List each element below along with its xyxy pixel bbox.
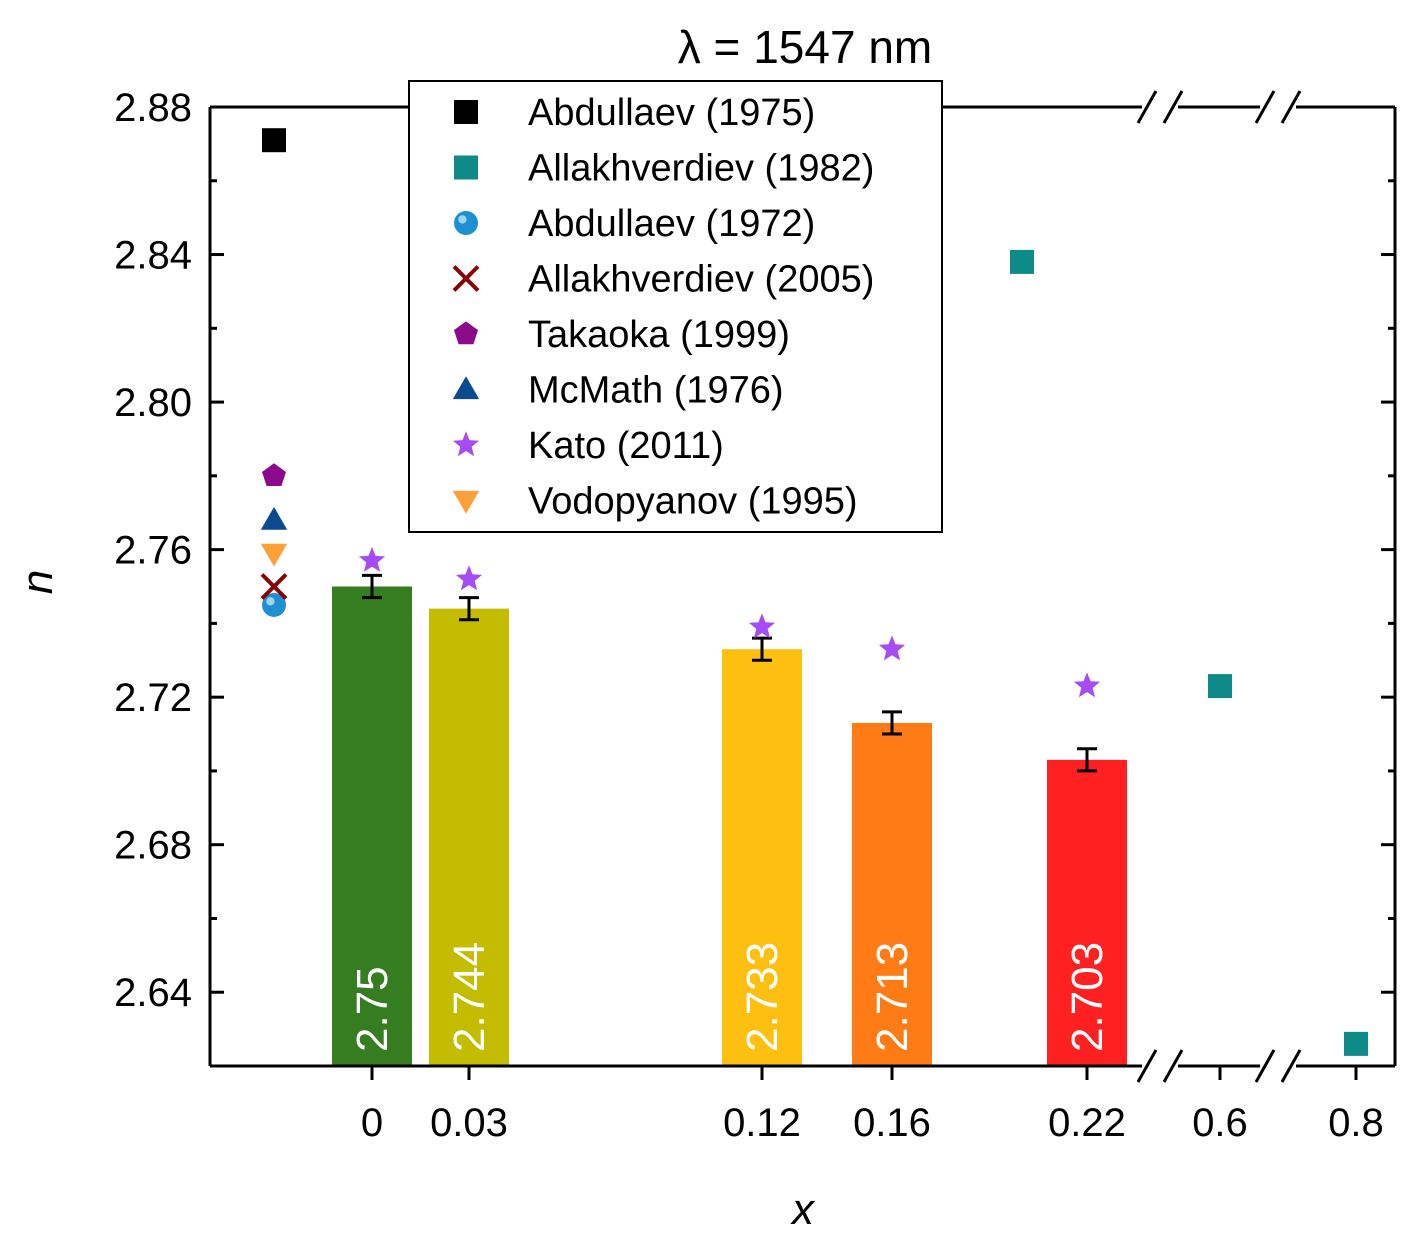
point-1-2-shape	[1344, 1031, 1368, 1056]
legend-marker-5	[452, 376, 480, 400]
axis-break-top-0b	[1162, 90, 1184, 124]
bar-1	[429, 608, 509, 1066]
point-6-2-shape	[748, 613, 776, 639]
point-4-0	[262, 463, 286, 486]
point-1-1	[1208, 674, 1232, 699]
point-6-2	[748, 613, 776, 639]
y-tick-label-4: 2.80	[114, 381, 192, 425]
point-4-0-shape	[262, 463, 286, 486]
legend-label-3: Allakhverdiev (2005)	[528, 259, 874, 301]
legend-marker-5-shape	[452, 376, 480, 400]
legend-marker-2-highlight	[458, 215, 467, 224]
y-tick-label-3: 2.76	[114, 529, 192, 573]
legend-marker-0	[454, 100, 478, 124]
axis-break-bottom-1a	[1254, 1049, 1276, 1083]
point-2-0-highlight	[266, 597, 275, 606]
y-tick-label-0: 2.64	[114, 971, 192, 1015]
x-tick-label-2: 0.12	[723, 1101, 801, 1145]
point-6-1-shape	[455, 565, 483, 591]
legend-label-1: Allakhverdiev (1982)	[528, 148, 874, 190]
point-6-4	[1073, 672, 1101, 698]
point-7-0-shape	[260, 543, 288, 567]
legend-marker-3	[452, 265, 480, 292]
bars-layer: 2.75 2.744 2.733 2.713 2.703	[332, 573, 1127, 1066]
y-axis-title: n	[13, 570, 62, 594]
axis-break-top-1b	[1280, 90, 1302, 124]
axes-layer: 2.64 2.68 2.72 2.76 2.80 2.84 2.88 0 0.03 0.12 0.1…	[114, 86, 1397, 1145]
bar-label-3: 2.713	[868, 942, 917, 1052]
legend-marker-2	[454, 211, 478, 235]
point-6-0	[358, 546, 386, 572]
point-5-0	[260, 506, 288, 530]
bar-3	[852, 722, 932, 1066]
axis-break-bottom-0a	[1136, 1049, 1158, 1083]
point-6-3	[878, 635, 906, 661]
legend-marker-6	[452, 431, 480, 457]
bar-label-2: 2.733	[738, 942, 787, 1052]
axis-break-bottom-1b	[1280, 1049, 1302, 1083]
bar-label-1: 2.744	[445, 942, 494, 1052]
legend-marker-7	[452, 490, 480, 514]
point-6-4-shape	[1073, 672, 1101, 698]
y-tick-label-2: 2.72	[114, 676, 192, 720]
point-1-2	[1344, 1031, 1368, 1056]
legend-marker-6-shape	[452, 431, 480, 457]
legend-label-5: McMath (1976)	[528, 370, 784, 412]
point-3-0-stroke-b	[260, 573, 288, 600]
bar-4	[1047, 759, 1127, 1066]
legend-marker-7-shape	[452, 490, 480, 514]
x-tick-label-0: 0	[361, 1101, 383, 1145]
x-tick-label-6: 0.8	[1328, 1101, 1384, 1145]
point-3-0	[260, 573, 288, 600]
axis-break-bottom-0b	[1162, 1049, 1184, 1083]
x-tick-label-5: 0.6	[1192, 1101, 1248, 1145]
point-1-1-shape	[1208, 674, 1232, 699]
chart-title: λ = 1547 nm	[678, 21, 932, 73]
legend-label-2: Abdullaev (1972)	[528, 203, 815, 245]
bar-label-4: 2.703	[1063, 942, 1112, 1052]
bar-label-0: 2.75	[348, 966, 397, 1052]
point-7-0	[260, 543, 288, 567]
markers-layer	[260, 128, 1368, 1056]
legend-marker-3-stroke-b	[452, 265, 480, 292]
legend-box	[408, 80, 943, 533]
x-tick-label-1: 0.03	[430, 1101, 508, 1145]
legend-marker-4	[454, 321, 478, 345]
point-0-0	[262, 128, 286, 153]
axis-break-top-1a	[1254, 90, 1276, 124]
point-1-0	[1010, 249, 1034, 274]
legend-marker-4-shape	[454, 321, 478, 345]
legend-marker-1	[454, 155, 478, 180]
legend-marker-2-shape	[454, 211, 478, 235]
legend-label-0: Abdullaev (1975)	[528, 92, 815, 134]
y-tick-label-1: 2.68	[114, 824, 192, 868]
legend-label-4: Takaoka (1999)	[528, 314, 790, 356]
legend-label-6: Kato (2011)	[528, 425, 724, 467]
x-axis-title: x	[790, 1185, 816, 1234]
y-tick-label-5: 2.84	[114, 234, 192, 278]
point-0-0-shape	[262, 128, 286, 153]
legend-marker-0-shape	[454, 100, 478, 124]
legend-label-7: Vodopyanov (1995)	[528, 481, 858, 523]
point-1-0-shape	[1010, 249, 1034, 274]
legend-marker-1-shape	[454, 155, 478, 180]
y-tick-label-6: 2.88	[114, 86, 192, 130]
point-2-0	[262, 592, 286, 617]
legend: Abdullaev (1975) Allakhverdiev (1982) Abdu…	[408, 80, 943, 533]
point-6-0-shape	[358, 546, 386, 572]
point-6-3-shape	[878, 635, 906, 661]
bar-2	[722, 649, 802, 1066]
x-tick-label-4: 0.22	[1048, 1101, 1126, 1145]
x-tick-label-3: 0.16	[853, 1101, 931, 1145]
bar-0	[332, 586, 412, 1066]
point-5-0-shape	[260, 506, 288, 530]
axis-break-top-0a	[1136, 90, 1158, 124]
point-6-1	[455, 565, 483, 591]
